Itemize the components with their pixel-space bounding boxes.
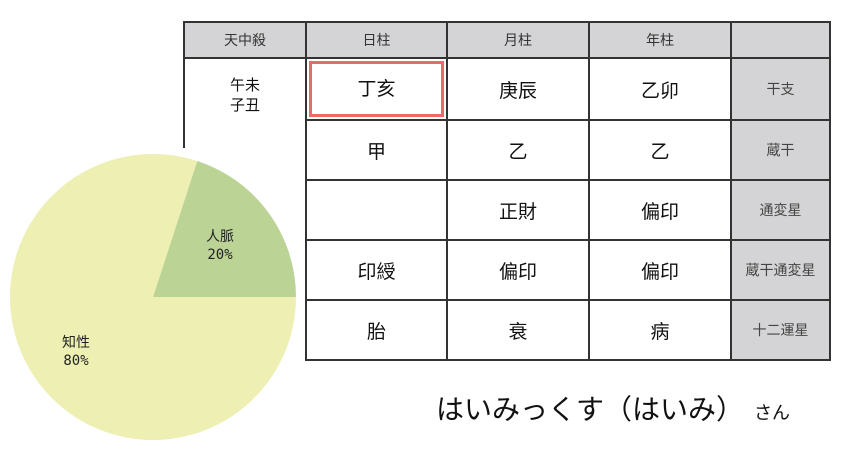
tenchusatsu-value: 午未 (229, 76, 260, 94)
row-label: 十二運星 (730, 299, 831, 361)
table-row: 正財 偏印 通変星 (184, 179, 831, 241)
table-cell: 偏印 (446, 239, 590, 301)
day-pillar-cell: 丁亥 (305, 57, 448, 121)
table-row: 胎 衰 病 十二運星 (184, 299, 831, 361)
slice-name: 人脈 (206, 229, 234, 245)
tenchusatsu-value: 子丑 (229, 96, 260, 114)
row-label: 蔵干通変星 (730, 239, 831, 301)
name-main: はいみっくす（はいみ） (436, 393, 745, 426)
row-label: 干支 (730, 57, 831, 121)
header-blank (730, 21, 831, 59)
slice-value: 20% (207, 247, 233, 263)
table-cell: 偏印 (588, 179, 732, 241)
pie-slice-0 (153, 160, 296, 297)
slice-label-jinmyaku: 人脈 20% (206, 228, 234, 264)
pie-chart: 人脈 20% 知性 80% (0, 148, 300, 451)
table-cell: 胎 (305, 299, 448, 361)
header-year-pillar: 年柱 (588, 21, 732, 59)
person-name: はいみっくす（はいみ） さん (436, 388, 790, 428)
table-cell: 庚辰 (446, 57, 590, 121)
table-row: 午未 子丑 丁亥 庚辰 乙卯 干支 (183, 57, 831, 360)
name-suffix: さん (754, 403, 791, 424)
table-cell: 乙卯 (588, 57, 732, 121)
table-cell: 病 (588, 299, 732, 361)
slice-name: 知性 (62, 335, 90, 351)
row-label: 蔵干 (730, 119, 831, 181)
row-label: 通変星 (730, 179, 831, 241)
highlighted-value: 丁亥 (309, 61, 444, 117)
header-tenchusatsu: 天中殺 (183, 21, 307, 59)
table-cell: 正財 (446, 179, 590, 241)
header-day-pillar: 日柱 (305, 21, 448, 59)
slice-label-chisei: 知性 80% (62, 334, 90, 370)
pie-svg (9, 154, 296, 440)
table-cell: 印綬 (305, 239, 448, 301)
slice-value: 80% (63, 353, 89, 369)
header-month-pillar: 月柱 (446, 21, 590, 59)
table-header-row: 天中殺 日柱 月柱 年柱 (183, 21, 831, 59)
table-row: 印綬 偏印 偏印 蔵干通変星 (184, 239, 831, 301)
table-cell: 乙 (446, 119, 590, 181)
table-cell (305, 179, 448, 241)
table-row: 甲 乙 乙 蔵干 (184, 119, 831, 181)
table-cell: 乙 (588, 119, 732, 181)
table-cell: 偏印 (588, 239, 732, 301)
table-cell: 甲 (305, 119, 448, 181)
table-cell: 衰 (446, 299, 590, 361)
pie-slice-1 (9, 154, 296, 440)
